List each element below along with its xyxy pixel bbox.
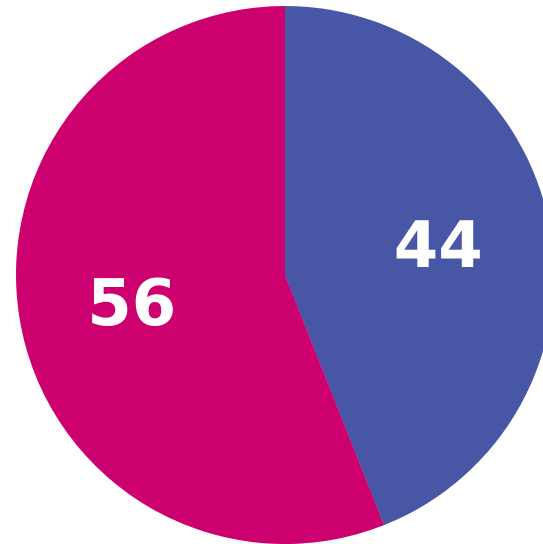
slice-label-44: 44 <box>394 209 483 283</box>
slice-label-56: 56 <box>87 267 176 341</box>
pie-slice-44 <box>285 6 543 526</box>
pie-slice-56 <box>15 5 385 544</box>
